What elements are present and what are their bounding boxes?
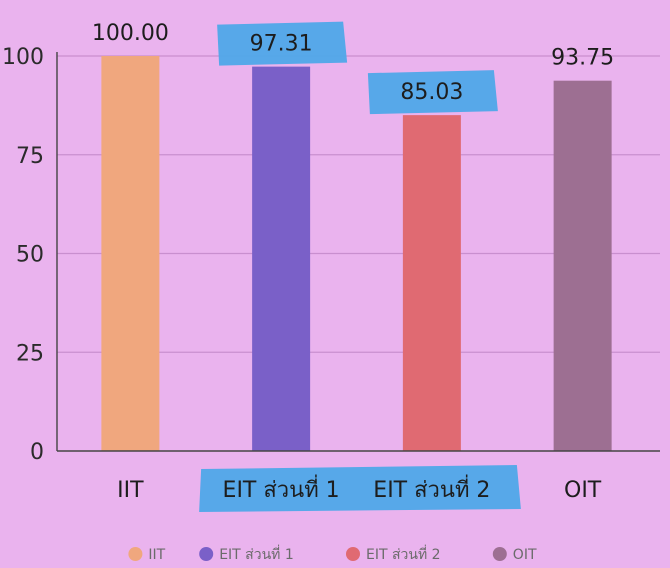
- bar-oit-3: [553, 80, 612, 451]
- legend-swatch-oit-3: [492, 547, 507, 561]
- bar-eit-2-2: [402, 115, 461, 451]
- legend-swatch-eit-2-2: [346, 547, 360, 561]
- y-tick-label: 100: [2, 45, 44, 70]
- value-highlight-mark: [367, 70, 498, 115]
- bar-iit-0: [101, 56, 160, 451]
- legend-label-iit-0: IIT: [148, 547, 165, 563]
- category-highlight-mark: [199, 465, 521, 512]
- value-label-eit-1-1: 97.31: [250, 32, 313, 57]
- highlight-marks: [199, 21, 521, 512]
- legend-swatch-eit-1-1: [199, 547, 214, 561]
- value-label-iit-0: 100.00: [92, 21, 169, 46]
- y-tick-label: 0: [30, 440, 44, 465]
- legend-label-eit-2-2: EIT ส่วนที่ 2: [366, 545, 441, 563]
- value-label-eit-2-2: 85.03: [400, 80, 463, 105]
- legend-label-oit-3: OIT: [513, 547, 537, 563]
- bar-eit-1-1: [252, 66, 311, 452]
- axes: [56, 52, 660, 452]
- legend-swatch-iit-0: [128, 547, 143, 561]
- legend-label-eit-1-1: EIT ส่วนที่ 1: [219, 545, 294, 563]
- value-label-oit-3: 93.75: [551, 46, 614, 71]
- y-tick-label: 50: [16, 243, 44, 268]
- category-label-eit-2-2: EIT ส่วนที่ 2: [373, 474, 490, 503]
- labels: 0 25 50 75 100 100.00 IIT 97.31 EIT ส่วนที่ 1 85.…: [2, 21, 614, 503]
- value-highlight-mark: [217, 21, 348, 66]
- y-tick-label: 75: [16, 144, 44, 169]
- category-label-iit-0: IIT: [117, 478, 144, 503]
- legend: IIT EIT ส่วนที่ 1 EIT ส่วนที่ 2 OIT: [128, 545, 537, 563]
- y-tick-label: 25: [16, 341, 44, 366]
- bars: [101, 56, 612, 452]
- category-label-eit-1-1: EIT ส่วนที่ 1: [223, 474, 340, 503]
- category-label-oit-3: OIT: [564, 478, 602, 503]
